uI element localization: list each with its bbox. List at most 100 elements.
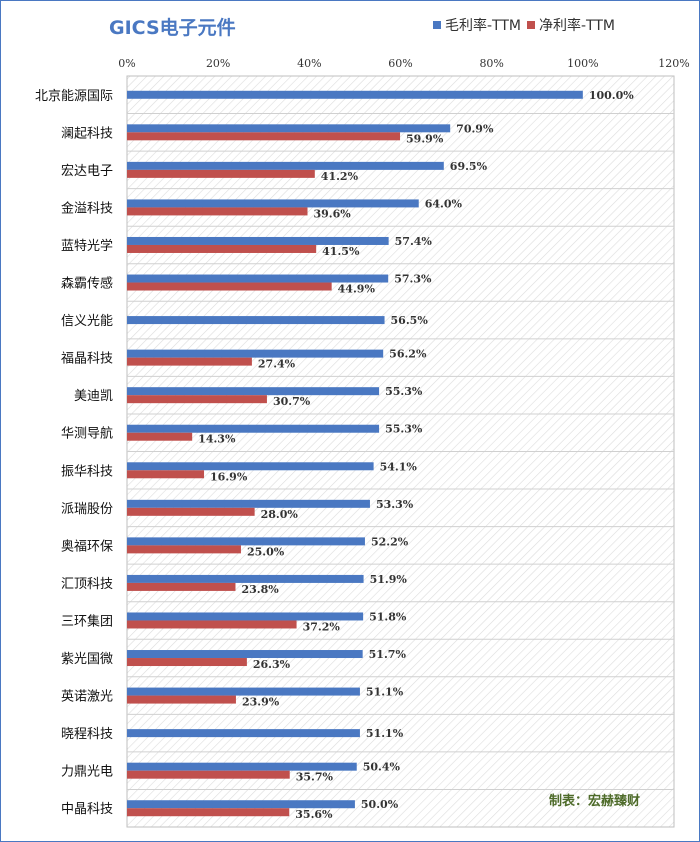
bar-gross-margin	[127, 236, 389, 245]
data-label-net: 23.8%	[241, 583, 279, 596]
category-label: 派瑞股份	[61, 502, 113, 517]
data-label-net: 23.9%	[242, 696, 280, 709]
bar-gross-margin	[127, 800, 355, 809]
data-label-gross: 57.3%	[394, 273, 432, 286]
data-label-gross: 51.1%	[366, 727, 404, 740]
category-label: 北京能源国际	[35, 89, 113, 104]
data-label-gross: 55.3%	[385, 385, 423, 398]
data-label-net: 26.3%	[253, 658, 291, 671]
data-label-net: 41.2%	[321, 170, 359, 183]
x-tick-label: 80%	[479, 57, 503, 70]
legend-label-net: 净利率-TTM	[539, 18, 615, 34]
data-label-gross: 51.1%	[366, 686, 404, 699]
category-label: 奥福环保	[61, 539, 113, 554]
bar-gross-margin	[127, 124, 451, 133]
data-label-gross: 50.0%	[361, 798, 399, 811]
data-label-gross: 57.4%	[395, 235, 433, 248]
category-label: 晓程科技	[61, 727, 113, 742]
bar-gross-margin	[127, 316, 385, 325]
legend-label-gross: 毛利率-TTM	[445, 18, 521, 34]
bar-gross-margin	[127, 612, 364, 621]
data-label-gross: 100.0%	[589, 89, 634, 102]
bar-gross-margin	[127, 349, 384, 358]
data-label-net: 44.9%	[338, 283, 376, 296]
bar-net-margin	[127, 695, 236, 704]
category-label: 英诺激光	[61, 690, 113, 705]
data-label-gross: 55.3%	[385, 423, 423, 436]
bar-gross-margin	[127, 274, 389, 283]
data-label-net: 37.2%	[303, 620, 341, 633]
category-label: 福晶科技	[61, 352, 113, 367]
category-label: 中晶科技	[61, 802, 113, 817]
category-label: 振华科技	[61, 464, 113, 479]
data-label-gross: 52.2%	[371, 535, 409, 548]
category-label: 信义光能	[61, 314, 113, 329]
category-label: 森霸传感	[61, 276, 113, 292]
data-label-gross: 51.9%	[370, 573, 408, 586]
data-label-gross: 50.4%	[363, 761, 401, 774]
x-tick-label: 60%	[388, 57, 412, 70]
bar-net-margin	[127, 545, 241, 554]
x-tick-label: 100%	[567, 57, 598, 70]
category-label: 汇顶科技	[61, 577, 113, 592]
bar-gross-margin	[127, 574, 364, 583]
bar-net-margin	[127, 132, 401, 141]
bar-gross-margin	[127, 729, 360, 738]
bar-net-margin	[127, 620, 297, 629]
data-label-gross: 51.7%	[369, 648, 407, 661]
data-label-net: 30.7%	[273, 395, 311, 408]
category-label: 紫光国微	[61, 652, 113, 667]
bar-net-margin	[127, 432, 193, 441]
data-label-net: 59.9%	[406, 132, 444, 145]
legend-swatch-net	[527, 21, 535, 29]
x-tick-label: 0%	[118, 57, 135, 70]
category-label: 金溢科技	[61, 200, 113, 216]
bar-gross-margin	[127, 650, 363, 659]
chart-title: GICS电子元件	[109, 17, 236, 39]
data-label-gross: 69.5%	[450, 160, 488, 173]
bar-gross-margin	[127, 90, 583, 99]
data-label-net: 14.3%	[198, 433, 236, 446]
category-label: 蓝特光学	[61, 238, 113, 254]
bar-net-margin	[127, 808, 290, 817]
data-label-net: 28.0%	[261, 508, 299, 521]
bar-net-margin	[127, 395, 267, 404]
bar-net-margin	[127, 470, 205, 479]
bar-net-margin	[127, 658, 247, 667]
data-label-gross: 54.1%	[380, 460, 418, 473]
category-label: 华测导航	[61, 426, 113, 442]
bar-gross-margin	[127, 499, 370, 508]
data-label-net: 25.0%	[247, 545, 285, 558]
category-label: 美迪凯	[74, 389, 113, 404]
legend-item-gross: 毛利率-TTM	[433, 15, 521, 35]
data-label-net: 35.7%	[296, 771, 334, 784]
category-label: 力鼎光电	[61, 765, 113, 780]
data-label-gross: 64.0%	[425, 197, 463, 210]
legend-swatch-gross	[433, 21, 441, 29]
bar-gross-margin	[127, 762, 357, 771]
data-label-net: 27.4%	[258, 358, 296, 371]
data-label-net: 41.5%	[322, 245, 360, 258]
category-label: 宏达电子	[61, 164, 113, 179]
bar-gross-margin	[127, 462, 374, 471]
bar-gross-margin	[127, 424, 380, 433]
bar-gross-margin	[127, 387, 380, 396]
data-label-net: 39.6%	[314, 207, 352, 220]
data-label-gross: 53.3%	[376, 498, 414, 511]
category-label: 澜起科技	[61, 126, 113, 141]
bar-net-margin	[127, 770, 290, 779]
bar-gross-margin	[127, 199, 419, 208]
legend-item-net: 净利率-TTM	[527, 15, 615, 35]
bar-net-margin	[127, 357, 252, 366]
data-label-gross: 70.9%	[456, 122, 494, 135]
legend: 毛利率-TTM 净利率-TTM	[433, 15, 621, 35]
data-label-net: 16.9%	[210, 470, 248, 483]
data-label-net: 35.6%	[295, 808, 333, 821]
category-label: 三环集团	[61, 613, 113, 629]
bar-gross-margin	[127, 537, 365, 546]
bar-net-margin	[127, 207, 308, 216]
data-label-gross: 56.2%	[389, 348, 427, 361]
bar-net-margin	[127, 282, 332, 291]
